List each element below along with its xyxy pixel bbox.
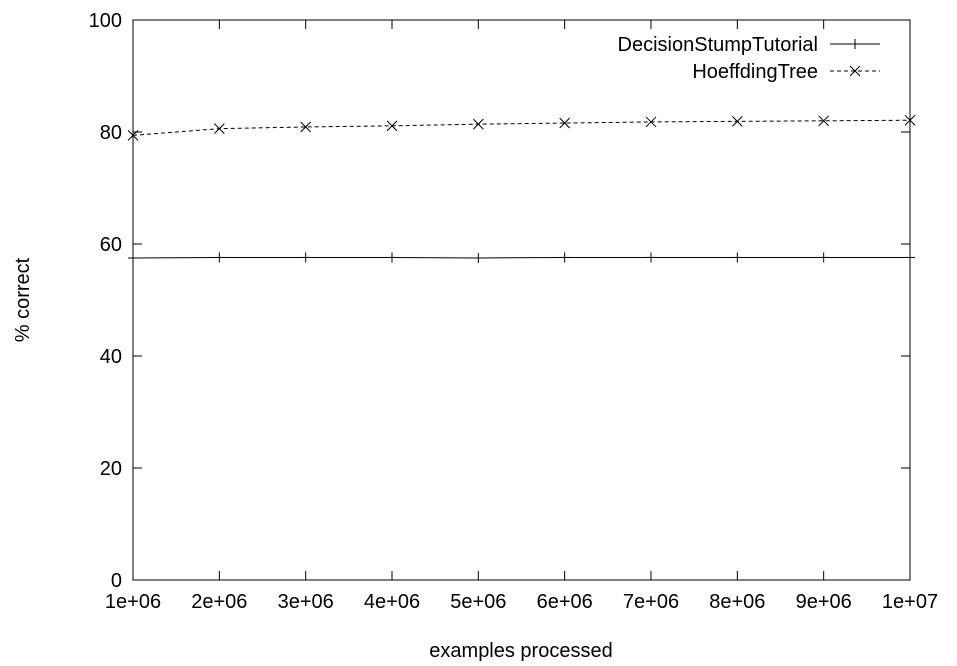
series-0-point bbox=[818, 252, 829, 263]
legend-label: DecisionStumpTutorial bbox=[618, 34, 818, 56]
legend-label: HoeffdingTree bbox=[692, 61, 818, 83]
y-tick-label: 100 bbox=[89, 10, 122, 32]
series-1-point bbox=[213, 123, 225, 134]
series-0-point bbox=[300, 252, 311, 263]
y-tick-label: 20 bbox=[100, 458, 122, 480]
legend-marker bbox=[850, 39, 860, 49]
plot-frame bbox=[132, 19, 911, 581]
x-tick-label: 7e+06 bbox=[623, 591, 679, 613]
x-axis-ticks: 1e+06 2e+06 3e+06 4e+06 5e+06 6e+06 7e+06 8e+06… bbox=[105, 20, 938, 613]
series-1-point bbox=[559, 117, 571, 129]
y-axis-label: % correct bbox=[12, 257, 34, 342]
x-tick-label: 2e+06 bbox=[191, 591, 247, 613]
series-1-point bbox=[300, 121, 312, 133]
legend-marker bbox=[849, 65, 861, 77]
x-tick-label: 9e+06 bbox=[796, 591, 852, 613]
series-1-point bbox=[904, 114, 916, 126]
x-tick-label: 6e+06 bbox=[537, 591, 593, 613]
x-tick-label: 3e+06 bbox=[278, 591, 334, 613]
x-tick-label: 1e+06 bbox=[105, 591, 161, 613]
series-0-point bbox=[646, 252, 656, 263]
y-tick-label: 60 bbox=[100, 234, 122, 256]
series-0-point bbox=[473, 253, 484, 263]
series-0-point bbox=[387, 252, 397, 263]
x-tick-label: 1e+07 bbox=[882, 591, 938, 613]
y-tick-label: 80 bbox=[100, 122, 122, 144]
series-1-point bbox=[731, 116, 743, 127]
series-1-point bbox=[472, 118, 484, 130]
series-0-point bbox=[214, 252, 225, 263]
x-axis-label: examples processed bbox=[429, 640, 612, 662]
series-layer bbox=[127, 114, 916, 263]
series-1-point bbox=[645, 116, 657, 128]
x-tick-label: 5e+06 bbox=[450, 591, 506, 613]
series-1-point bbox=[386, 120, 398, 132]
series-0-point bbox=[905, 252, 915, 263]
series-0-point bbox=[128, 253, 138, 263]
legend: DecisionStumpTutorial HoeffdingTree bbox=[618, 34, 880, 83]
y-axis-ticks: 0 20 40 60 80 100 bbox=[89, 10, 910, 592]
x-tick-label: 8e+06 bbox=[709, 591, 765, 613]
series-1-point bbox=[127, 130, 139, 141]
y-tick-label: 0 bbox=[111, 570, 122, 592]
series-line-0 bbox=[132, 256, 910, 259]
series-0-point bbox=[559, 252, 570, 263]
series-1-point bbox=[818, 115, 830, 127]
series-0-point bbox=[732, 252, 743, 263]
y-tick-label: 40 bbox=[100, 346, 122, 368]
series-line-1 bbox=[132, 119, 911, 136]
x-tick-label: 4e+06 bbox=[364, 591, 420, 613]
